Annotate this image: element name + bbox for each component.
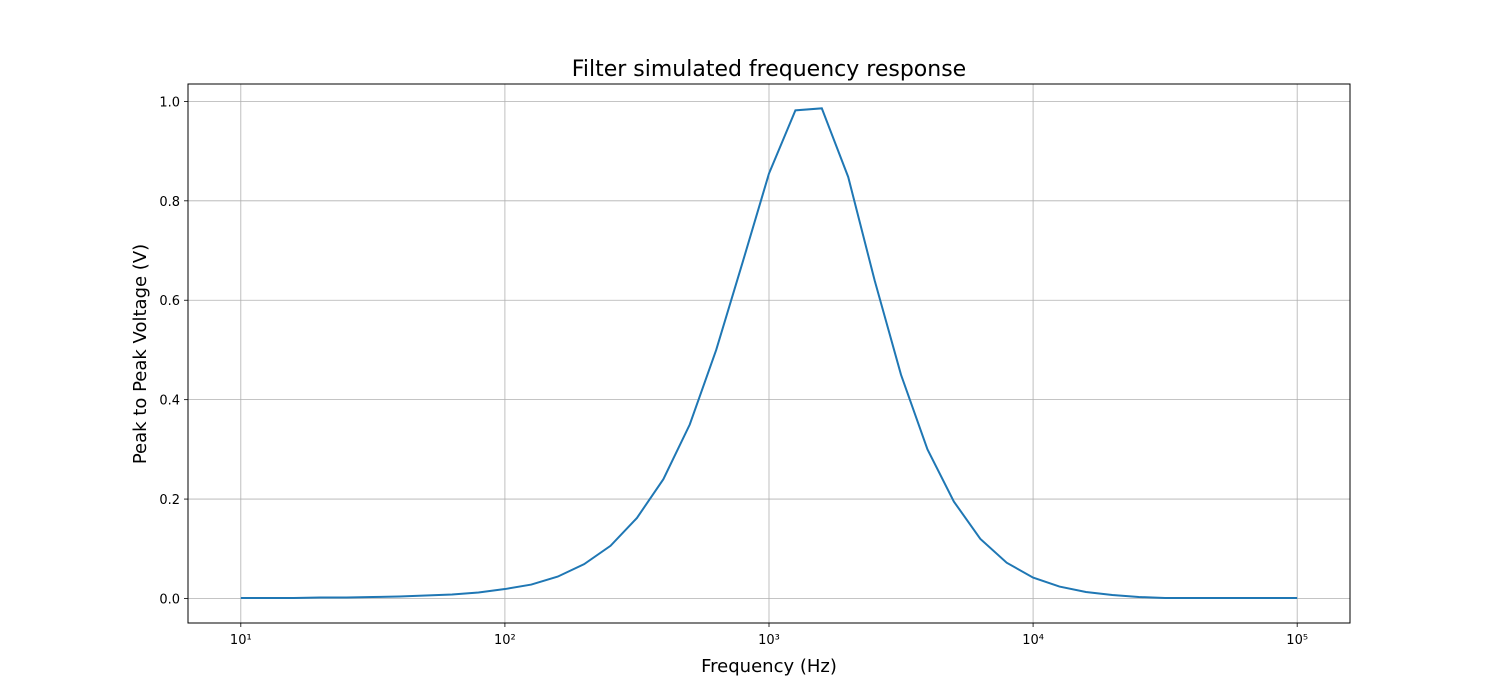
data-line — [240, 107, 1298, 599]
x-tick-label: 10³ — [758, 633, 780, 648]
y-tick-label: 0.0 — [159, 592, 180, 607]
y-tick-label: 1.0 — [159, 95, 180, 110]
x-tick-label: 10⁵ — [1286, 633, 1308, 648]
x-axis-label: Frequency (Hz) — [701, 656, 837, 677]
y-tick-label: 0.6 — [159, 294, 180, 309]
chart-title: Filter simulated frequency response — [572, 57, 966, 82]
x-tick-label: 10¹ — [230, 633, 252, 648]
y-tick-label: 0.8 — [159, 195, 180, 210]
x-tick-label: 10⁴ — [1022, 633, 1044, 648]
y-tick-label: 0.4 — [159, 394, 180, 409]
y-axis-label: Peak to Peak Voltage (V) — [130, 244, 151, 464]
x-tick-label: 10² — [494, 633, 516, 648]
y-tick-label: 0.2 — [159, 493, 180, 508]
plot-frame — [187, 83, 1351, 624]
